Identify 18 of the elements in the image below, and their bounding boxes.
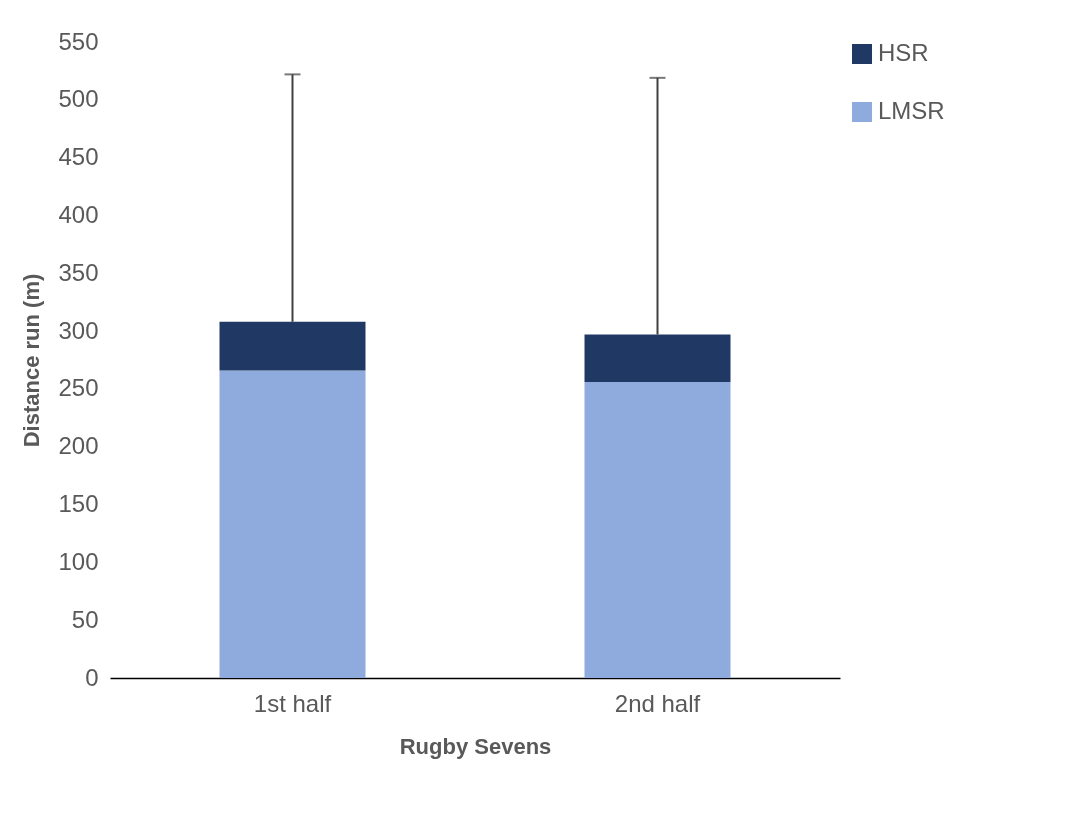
x-axis-title: Rugby Sevens — [399, 733, 552, 759]
y-axis-title: Distance run (m) — [19, 273, 45, 448]
y-tick-label: 450 — [58, 143, 99, 171]
x-tick-label: 1st half — [253, 689, 332, 717]
y-tick-label: 550 — [58, 27, 99, 55]
legend-label: LMSR — [878, 97, 945, 124]
y-tick-label: 350 — [58, 258, 99, 286]
y-tick-label: 150 — [58, 490, 99, 518]
y-tick-label: 0 — [85, 663, 99, 691]
y-tick-label: 500 — [58, 85, 99, 113]
y-tick-label: 300 — [58, 316, 99, 344]
y-tick-label: 100 — [58, 547, 99, 575]
legend-label: HSR — [878, 39, 929, 66]
x-tick-label: 2nd half — [614, 689, 701, 717]
y-tick-label: 50 — [71, 605, 99, 633]
y-tick-label: 400 — [58, 200, 99, 228]
y-tick-label: 200 — [58, 432, 99, 460]
y-tick-label: 250 — [58, 374, 99, 402]
